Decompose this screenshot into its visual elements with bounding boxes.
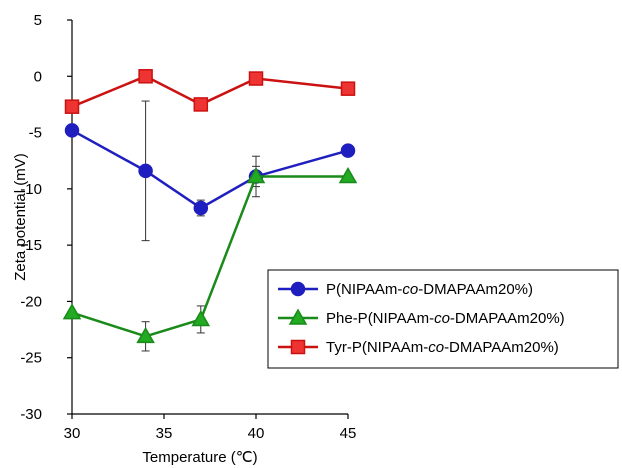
y-tick-label: 0 xyxy=(34,68,42,85)
y-tick-label: 5 xyxy=(34,12,42,29)
legend-entry: Tyr-P(NIPAAm-co-DMAPAAm20%) xyxy=(278,339,559,356)
data-point xyxy=(62,303,82,320)
series-1 xyxy=(62,165,358,352)
data-point xyxy=(340,81,356,96)
data-point xyxy=(64,123,80,138)
legend-label: Phe-P(NIPAAm-co-DMAPAAm20%) xyxy=(326,310,565,327)
series-layer xyxy=(62,69,358,352)
y-axis-title: Zeta potential (mV) xyxy=(12,153,29,281)
data-point xyxy=(248,71,264,86)
series-line xyxy=(71,74,349,108)
legend-label: P(NIPAAm-co-DMAPAAm20%) xyxy=(326,281,533,298)
legend-marker xyxy=(288,308,308,325)
y-tick-label: -30 xyxy=(20,406,42,423)
legend-box xyxy=(267,269,619,369)
data-point xyxy=(138,163,153,179)
legend-entry: Phe-P(NIPAAm-co-DMAPAAm20%) xyxy=(278,308,565,327)
ticks: 5 0 -5 -10 -15 -20 -25 -30 30 35 40 45 xyxy=(20,12,356,442)
y-tick-label: -10 xyxy=(20,181,42,198)
data-point xyxy=(64,99,80,114)
legend-label: Tyr-P(NIPAAm-co-DMAPAAm20%) xyxy=(326,339,559,356)
axes xyxy=(71,20,348,415)
data-point xyxy=(340,143,356,158)
data-point xyxy=(193,200,209,216)
data-point xyxy=(191,309,211,327)
legend: P(NIPAAm-co-DMAPAAm20%) Phe-P(NIPAAm-co-D… xyxy=(267,269,619,369)
series-0 xyxy=(64,100,356,242)
legend-entry: P(NIPAAm-co-DMAPAAm20%) xyxy=(278,281,533,298)
y-tick-label: -20 xyxy=(20,293,42,310)
data-point xyxy=(246,166,266,184)
data-point xyxy=(338,166,358,184)
y-tick-label: -25 xyxy=(20,350,42,367)
x-tick-label: 45 xyxy=(340,425,357,442)
x-tick-label: 40 xyxy=(248,425,265,442)
y-tick-label: -5 xyxy=(29,125,42,142)
legend-marker xyxy=(290,339,306,355)
legend-marker xyxy=(290,281,306,297)
series-2 xyxy=(64,69,356,114)
series-line xyxy=(71,129,349,210)
data-point xyxy=(193,97,209,112)
x-tick-label: 35 xyxy=(156,425,173,442)
data-point xyxy=(136,326,155,344)
data-point xyxy=(138,69,153,84)
y-tick-label: -15 xyxy=(20,237,42,254)
x-axis-title: Temperature (℃) xyxy=(142,449,257,466)
x-tick-label: 30 xyxy=(64,425,81,442)
